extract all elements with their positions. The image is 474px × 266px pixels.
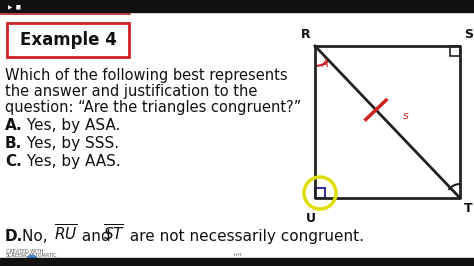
- Bar: [450, 46, 460, 56]
- Text: $\overline{ST}$: $\overline{ST}$: [103, 224, 125, 244]
- Text: A: A: [322, 59, 328, 69]
- Text: No,: No,: [22, 229, 53, 244]
- Text: U: U: [306, 212, 316, 225]
- Bar: [315, 188, 325, 198]
- Text: Yes, by SSS.: Yes, by SSS.: [22, 136, 119, 151]
- Bar: [0, 258, 474, 266]
- Text: ▶  ■: ▶ ■: [8, 5, 21, 10]
- Text: A.: A.: [5, 118, 23, 133]
- Text: C.: C.: [5, 154, 22, 169]
- Text: B.: B.: [5, 136, 22, 151]
- Text: R: R: [301, 28, 311, 41]
- Text: s: s: [402, 111, 409, 121]
- Text: SCREENCASTOMATIC: SCREENCASTOMATIC: [6, 253, 58, 258]
- Text: are not necessarily congruent.: are not necessarily congruent.: [125, 229, 364, 244]
- Text: Example 4: Example 4: [19, 31, 117, 49]
- Bar: [0, 0, 474, 12]
- Text: the answer and justification to the: the answer and justification to the: [5, 84, 257, 99]
- Text: CREATED WITH: CREATED WITH: [6, 249, 44, 254]
- Text: Which of the following best represents: Which of the following best represents: [5, 68, 288, 83]
- Text: and: and: [77, 229, 116, 244]
- Circle shape: [27, 255, 37, 265]
- Text: S: S: [464, 28, 473, 41]
- Text: $\overline{RU}$: $\overline{RU}$: [54, 224, 78, 244]
- Text: Yes, by ASA.: Yes, by ASA.: [22, 118, 120, 133]
- Text: D.: D.: [5, 229, 23, 244]
- Text: question: “Are the triangles congruent?”: question: “Are the triangles congruent?”: [5, 100, 301, 115]
- Text: “”: “”: [232, 252, 242, 262]
- Text: Yes, by AAS.: Yes, by AAS.: [22, 154, 121, 169]
- Text: T: T: [464, 202, 473, 215]
- FancyBboxPatch shape: [7, 23, 129, 57]
